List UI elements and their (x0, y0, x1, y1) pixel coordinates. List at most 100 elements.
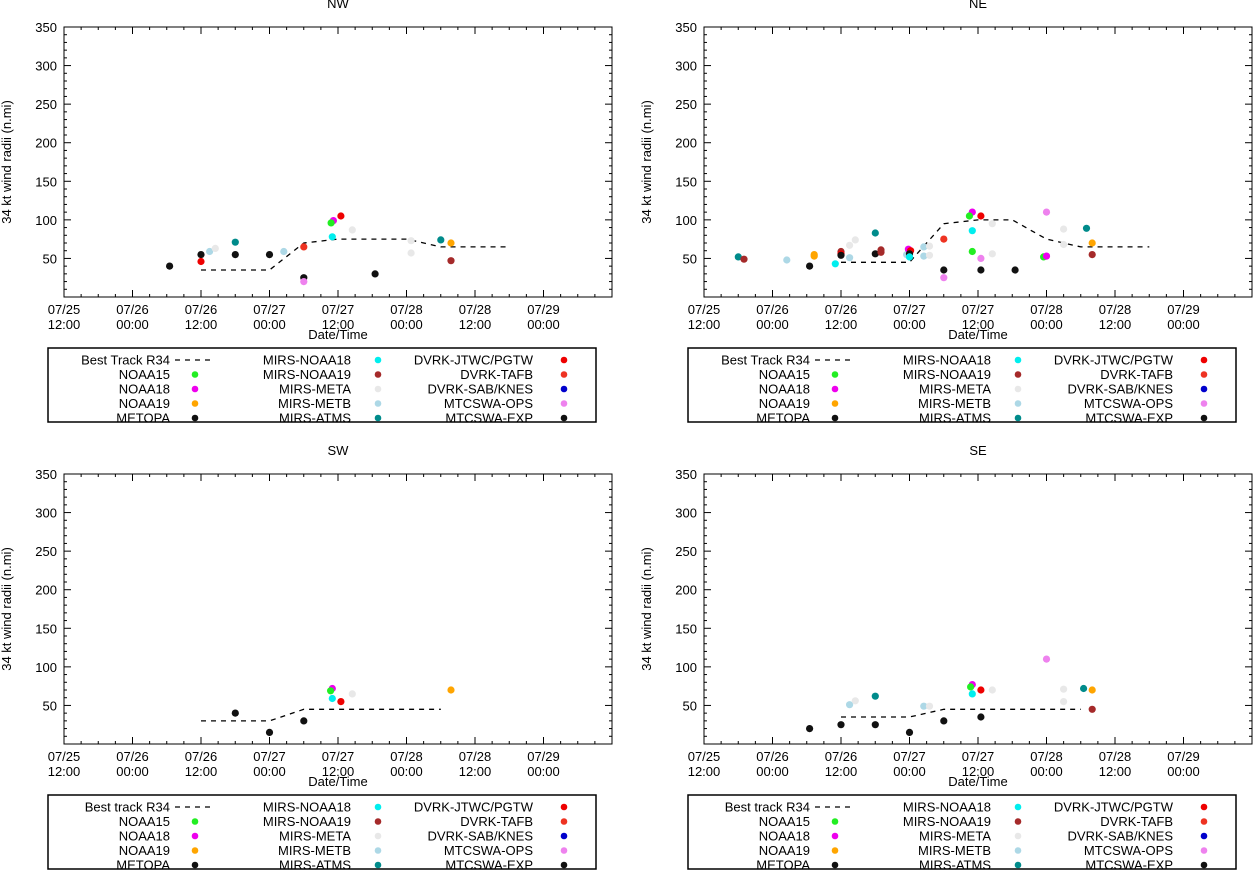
legend-label: Best Track R34 (81, 353, 170, 368)
data-point-noaa18 (1042, 252, 1051, 260)
x-tick-label-time: 00:00 (756, 764, 789, 779)
x-tick-label-time: 12:00 (48, 317, 81, 332)
x-tick-label-date: 07/27 (893, 302, 926, 317)
data-point-metopa (806, 725, 814, 733)
x-tick-label-time: 00:00 (756, 317, 789, 332)
data-point-noaa19 (810, 252, 818, 260)
legend-symbol (191, 385, 199, 393)
y-tick-label: 300 (675, 59, 697, 74)
x-tick-label-time: 12:00 (825, 764, 858, 779)
data-point-mirs-noaa18 (905, 253, 914, 261)
legend-label: NOAA19 (759, 396, 810, 411)
data-point-mirs-meta (1060, 225, 1068, 233)
data-point-metopa (806, 262, 814, 270)
x-tick-label-date: 07/28 (1030, 302, 1063, 317)
legend-label: NOAA19 (119, 396, 170, 411)
x-tick-label-time: 00:00 (253, 317, 286, 332)
data-point-mirs-noaa19 (1088, 251, 1096, 259)
x-tick-label-time: 00:00 (1167, 764, 1200, 779)
x-tick-label-time: 00:00 (390, 764, 423, 779)
legend-symbol (560, 818, 568, 825)
legend-label: DVRK-SAB/KNES (1068, 382, 1174, 397)
legend-symbol (374, 356, 382, 364)
legend-label: MTCSWA-OPS (1084, 843, 1173, 858)
data-point-mirs-meta (1060, 698, 1068, 706)
data-point-mtcswa-ops (977, 254, 985, 262)
legend-label: DVRK-TAFB (460, 367, 533, 382)
data-point-mirs-meta (851, 236, 859, 244)
legend-symbol (560, 371, 568, 378)
legend-label: MTCSWA-EXP (445, 411, 533, 426)
data-point-metopa (940, 266, 948, 274)
x-tick-label-date: 07/25 (48, 749, 81, 764)
data-point-metopa (231, 251, 239, 259)
data-point-mirs-metb (783, 256, 791, 264)
legend-label: MIRS-ATMS (279, 858, 351, 871)
legend-label: MIRS-METB (278, 396, 351, 411)
legend-label: NOAA15 (759, 814, 810, 829)
data-point-mirs-metb (846, 701, 854, 709)
data-point-mirs-meta (988, 686, 996, 694)
y-tick-label: 250 (35, 97, 57, 112)
data-point-metopa (837, 721, 845, 729)
x-tick-label-time: 00:00 (527, 764, 560, 779)
data-point-mtcswa-ops (940, 274, 948, 282)
best-track-line (201, 708, 441, 722)
legend-label: NOAA15 (759, 367, 810, 382)
legend-label: DVRK-TAFB (1100, 367, 1173, 382)
legend-symbol (191, 818, 199, 825)
legend-label: MIRS-NOAA18 (903, 800, 991, 815)
y-tick-label: 100 (675, 213, 697, 228)
x-tick-label-time: 12:00 (322, 764, 355, 779)
x-tick-label-date: 07/26 (185, 302, 218, 317)
data-point-dvrk-tafb (300, 243, 308, 251)
legend-symbol (1014, 803, 1022, 811)
y-tick-label: 250 (35, 544, 57, 559)
x-tick-label-date: 07/27 (962, 302, 995, 317)
legend-symbol (1200, 385, 1208, 393)
legend-symbol (374, 847, 382, 854)
legend-label: MTCSWA-EXP (1085, 858, 1173, 871)
data-point-mirs-meta (925, 251, 934, 259)
chart-panel-se: SE5010015020025030035007/2512:0007/2600:… (639, 443, 1253, 873)
legend-label: DVRK-SAB/KNES (428, 382, 534, 397)
x-tick-label-date: 07/28 (1099, 749, 1132, 764)
x-tick-label-time: 00:00 (390, 317, 423, 332)
data-point-mirs-meta (1060, 240, 1068, 249)
y-tick-label: 50 (683, 698, 697, 713)
data-point-mirs-atms (871, 692, 879, 700)
data-point-mirs-noaa18 (328, 233, 336, 241)
data-point-mirs-noaa19 (740, 255, 748, 263)
legend-symbol (1200, 861, 1208, 869)
legend-symbol (1200, 414, 1208, 422)
x-tick-label-time: 12:00 (688, 764, 721, 779)
legend-symbol (374, 414, 382, 422)
data-point-mirs-atms (231, 238, 239, 246)
legend-label: NOAA19 (119, 843, 170, 858)
data-point-noaa15 (968, 247, 976, 256)
data-point-metopa (837, 251, 845, 259)
legend-symbol (374, 385, 382, 393)
legend-label: MIRS-ATMS (919, 411, 991, 426)
legend-symbol (560, 400, 568, 407)
y-tick-label: 300 (35, 506, 57, 521)
data-point-mirs-meta (851, 697, 859, 705)
legend-symbol (191, 832, 199, 840)
x-tick-label-date: 07/29 (527, 749, 560, 764)
data-point-mirs-meta (988, 220, 996, 228)
legend-box (687, 347, 1237, 423)
x-tick-label-time: 12:00 (962, 764, 995, 779)
x-tick-label-time: 12:00 (322, 317, 355, 332)
data-point-mirs-noaa18 (831, 260, 839, 268)
data-point-metopa (265, 251, 274, 259)
legend-symbol (1014, 861, 1022, 869)
legend-symbol (1200, 356, 1208, 364)
legend-symbol (1200, 818, 1208, 825)
data-point-mirs-atms (437, 236, 445, 244)
legend-symbol (831, 861, 839, 869)
legend-symbol (831, 400, 839, 407)
y-tick-label: 100 (675, 660, 697, 675)
data-point-mirs-noaa18 (968, 690, 976, 698)
legend-label: Best Track R34 (721, 353, 810, 368)
